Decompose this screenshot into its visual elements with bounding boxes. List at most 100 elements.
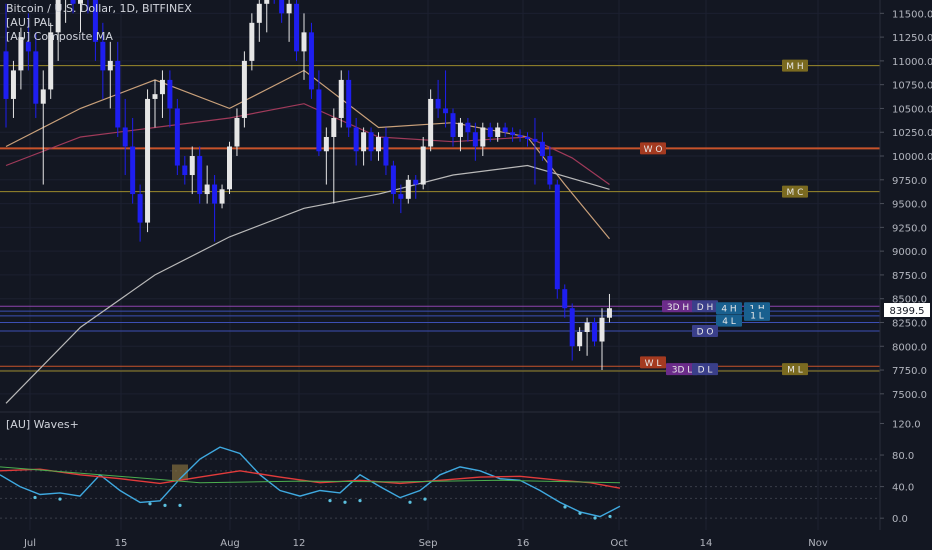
- candle-body[interactable]: [346, 79, 352, 128]
- candle-body[interactable]: [525, 136, 530, 139]
- candle-body[interactable]: [554, 184, 560, 290]
- candle-body[interactable]: [383, 136, 389, 166]
- indicator-ma-label[interactable]: [AU] Composite MA: [6, 30, 113, 43]
- candle-body[interactable]: [495, 127, 501, 137]
- oscillator-axis[interactable]: 0.0 40.0 80.0 120.0: [880, 419, 921, 525]
- candle-body[interactable]: [398, 194, 404, 199]
- candle-body[interactable]: [308, 32, 314, 90]
- candle-body[interactable]: [338, 79, 344, 118]
- candle-body[interactable]: [480, 127, 486, 147]
- oscillator-dot: [563, 505, 567, 509]
- candle-body[interactable]: [353, 127, 359, 152]
- candle-body[interactable]: [227, 146, 232, 190]
- candle-body[interactable]: [562, 289, 568, 309]
- candle-body[interactable]: [323, 136, 329, 152]
- candle-body[interactable]: [361, 132, 367, 152]
- candle-body[interactable]: [577, 331, 583, 347]
- candle-body[interactable]: [145, 98, 151, 223]
- candle-body[interactable]: [472, 132, 478, 147]
- time-axis[interactable]: Jul 15 Aug 12 Sep 16 Oct 14 Nov: [23, 538, 828, 549]
- candle-body[interactable]: [100, 41, 106, 71]
- candle-body[interactable]: [606, 308, 612, 318]
- candle-body[interactable]: [532, 138, 538, 142]
- candle-body[interactable]: [70, 0, 76, 4]
- candle-body[interactable]: [457, 122, 463, 137]
- candle-body[interactable]: [539, 141, 545, 157]
- candle-body[interactable]: [465, 122, 471, 133]
- level-tag-bg: [692, 363, 718, 376]
- level-tag-bg: [692, 325, 718, 338]
- level-tag-bg: [640, 142, 666, 155]
- candle-body[interactable]: [55, 0, 61, 33]
- candle-body[interactable]: [167, 79, 173, 109]
- candle-body[interactable]: [182, 165, 188, 176]
- candle-body[interactable]: [286, 3, 292, 14]
- candle-body[interactable]: [78, 0, 83, 4]
- candle-body[interactable]: [152, 94, 158, 99]
- last-price-badge-bg: [884, 303, 930, 317]
- candle-body[interactable]: [33, 51, 39, 104]
- candle-body[interactable]: [569, 308, 575, 347]
- candle-body[interactable]: [420, 146, 426, 185]
- candle-body[interactable]: [390, 165, 396, 195]
- candle-body[interactable]: [18, 37, 24, 71]
- candle-body[interactable]: [450, 113, 456, 137]
- candle-body[interactable]: [547, 156, 553, 185]
- price-axis[interactable]: 7500.0 7750.0 8000.0 8250.0 8500.0 8750.0 9000…: [880, 9, 932, 401]
- price-tick-label: 8000.0: [892, 342, 927, 353]
- level-tag-bg: [716, 302, 742, 315]
- candle-body[interactable]: [115, 60, 121, 128]
- candle-body[interactable]: [241, 60, 247, 118]
- price-tick-label: 9500.0: [892, 200, 927, 211]
- candle-body[interactable]: [502, 127, 508, 133]
- candle-body[interactable]: [234, 117, 240, 147]
- candle-body[interactable]: [517, 135, 523, 137]
- candle-body[interactable]: [294, 3, 300, 52]
- candle-body[interactable]: [3, 51, 9, 99]
- candle-body[interactable]: [413, 179, 419, 185]
- indicator-pal-label[interactable]: [AU] PAL: [6, 16, 54, 29]
- candle-body[interactable]: [279, 0, 285, 14]
- symbol-title: Bitcoin / U.S. Dollar, 1D, BITFINEX: [6, 2, 192, 15]
- level-tag-label: W L: [645, 359, 662, 369]
- level-tag-label: D H: [697, 303, 714, 313]
- candle-body[interactable]: [40, 89, 46, 104]
- candle-body[interactable]: [48, 32, 54, 90]
- oscillator-line: [0, 468, 621, 489]
- candle-body[interactable]: [510, 132, 516, 136]
- candle-body[interactable]: [107, 60, 113, 71]
- candle-body[interactable]: [219, 189, 225, 204]
- candle-body[interactable]: [137, 194, 143, 223]
- candle-body[interactable]: [331, 117, 337, 137]
- candle-body[interactable]: [487, 127, 493, 137]
- candle-body[interactable]: [264, 0, 270, 4]
- candle-body[interactable]: [376, 136, 381, 152]
- candle-body[interactable]: [174, 108, 180, 166]
- candle-body[interactable]: [405, 179, 411, 199]
- oscillator-label[interactable]: [AU] Waves+: [6, 418, 79, 431]
- oscillator-panel[interactable]: [0, 446, 880, 520]
- candle-body[interactable]: [428, 98, 434, 147]
- candle-body[interactable]: [584, 322, 590, 332]
- candle-body[interactable]: [92, 0, 98, 42]
- candle-body[interactable]: [249, 22, 255, 61]
- candle-body[interactable]: [599, 317, 605, 342]
- candle-body[interactable]: [159, 79, 165, 95]
- candle-body[interactable]: [435, 98, 441, 109]
- candle-body[interactable]: [368, 132, 374, 152]
- candle-body[interactable]: [592, 322, 598, 342]
- candle-body[interactable]: [25, 41, 31, 52]
- candle-body[interactable]: [122, 127, 128, 147]
- candle-body[interactable]: [256, 3, 262, 23]
- candle-body[interactable]: [443, 108, 449, 114]
- candle-body[interactable]: [316, 89, 322, 152]
- candle-body[interactable]: [301, 32, 307, 52]
- candlestick-series[interactable]: [3, 0, 612, 371]
- candle-body[interactable]: [189, 156, 195, 176]
- candle-body[interactable]: [197, 156, 203, 195]
- candle-body[interactable]: [10, 70, 16, 99]
- candle-body[interactable]: [212, 184, 218, 204]
- candle-body[interactable]: [130, 146, 136, 195]
- candle-body[interactable]: [204, 184, 210, 195]
